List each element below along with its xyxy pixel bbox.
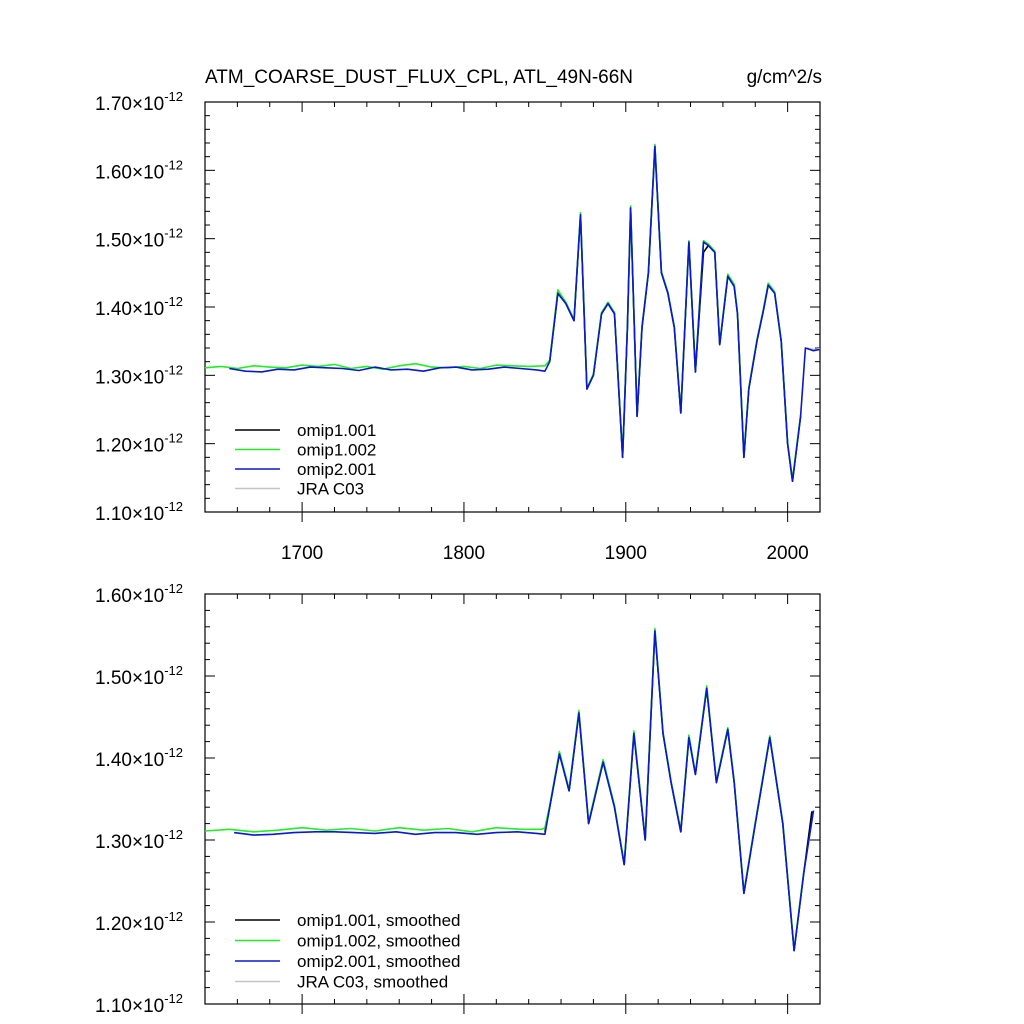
top-y-axis-labels: 1.10×10-12 1.20×10-12 1.30×10-12 1.40×10-12…: [95, 89, 183, 525]
units-label: g/cm^2/s: [747, 67, 822, 88]
y-tick-label: 1.40×10-12: [95, 294, 183, 320]
y-tick-label: 1.50×10-12: [95, 663, 183, 689]
y-tick-label: 1.50×10-12: [95, 226, 183, 252]
top-panel: 1.10×10-12 1.20×10-12 1.30×10-12 1.40×10-12…: [95, 89, 821, 564]
y-tick-label: 1.20×10-12: [95, 909, 183, 935]
legend-label: omip1.002: [297, 441, 376, 460]
y-tick-label: 1.60×10-12: [95, 157, 183, 183]
bottom-y-axis-labels: 1.10×10-12 1.20×10-12 1.30×10-12 1.40×10-12…: [95, 581, 183, 1017]
y-tick-label: 1.60×10-12: [95, 581, 183, 607]
top-ticks: [204, 101, 821, 522]
bottom-legend: omip1.001, smoothed omip1.002, smoothedom…: [235, 911, 461, 992]
y-tick-label: 1.30×10-12: [95, 827, 183, 853]
top-series-group: [204, 143, 821, 482]
legend-label: omip1.002, smoothed: [297, 932, 461, 951]
bottom-panel: 1.10×10-12 1.20×10-12 1.30×10-12 1.40×10-12…: [95, 581, 821, 1017]
x-tick-label: 1900: [605, 543, 647, 564]
bottom-series-group: [204, 627, 815, 952]
series-line-top-2: [229, 145, 821, 482]
bottom-ticks: [204, 593, 821, 1014]
chart-title: ATM_COARSE_DUST_FLUX_CPL, ATL_49N-66N: [205, 67, 633, 88]
legend-label: JRA C03: [297, 480, 364, 499]
y-tick-label: 1.10×10-12: [95, 499, 183, 525]
y-tick-label: 1.40×10-12: [95, 745, 183, 771]
legend-label: omip1.001, smoothed: [297, 911, 461, 930]
y-tick-label: 1.20×10-12: [95, 431, 183, 457]
legend-label: omip1.001: [297, 421, 376, 440]
legend-label: JRA C03, smoothed: [297, 973, 448, 992]
series-line-bottom-1: [204, 627, 805, 950]
x-tick-label: 2000: [766, 543, 808, 564]
series-line-top-1: [204, 143, 802, 480]
y-tick-label: 1.30×10-12: [95, 362, 183, 388]
y-tick-label: 1.10×10-12: [95, 991, 183, 1017]
y-tick-label: 1.70×10-12: [95, 89, 183, 115]
series-line-bottom-2: [233, 630, 815, 952]
legend-label: omip2.001, smoothed: [297, 952, 461, 971]
top-x-axis-labels: 1700 1800 1900 2000: [281, 543, 809, 564]
x-tick-label: 1800: [443, 543, 485, 564]
legend-label: omip2.001: [297, 460, 376, 479]
bottom-plot-frame: [204, 593, 821, 1005]
x-tick-label: 1700: [281, 543, 323, 564]
